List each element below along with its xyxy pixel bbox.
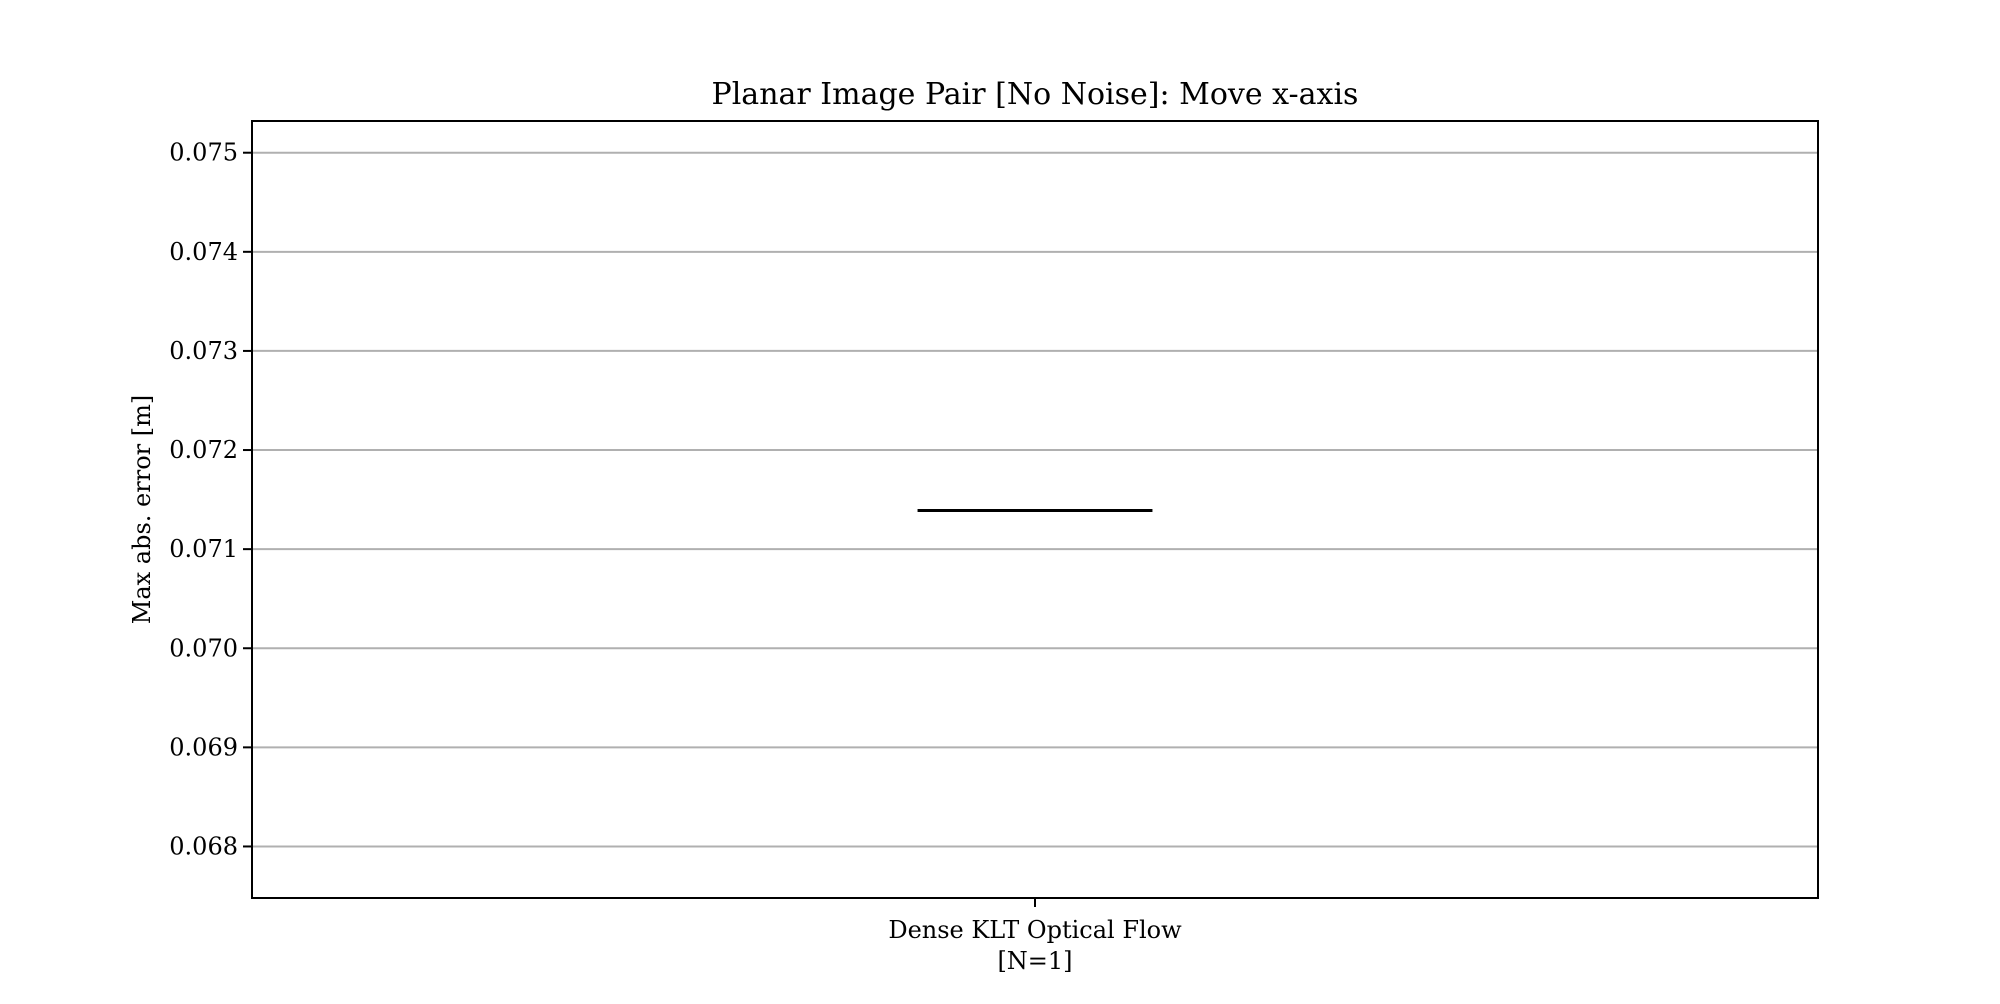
y-tick-label: 0.070 <box>169 634 238 662</box>
grid-layer <box>252 151 1818 848</box>
y-tick-label: 0.073 <box>169 337 238 365</box>
y-tick-label: 0.075 <box>169 139 238 167</box>
y-tick-label: 0.074 <box>169 238 238 266</box>
y-tick-label: 0.072 <box>169 436 238 464</box>
y-tick-label: 0.068 <box>169 832 238 860</box>
x-tick-label: Dense KLT Optical Flow <box>888 916 1182 944</box>
chart-title: Planar Image Pair [No Noise]: Move x-axi… <box>712 77 1359 112</box>
y-tick-label: 0.069 <box>169 733 238 761</box>
y-tick-label: 0.071 <box>169 535 238 563</box>
x-tick-sublabel: [N=1] <box>997 947 1072 975</box>
ticks-layer: 0.068 0.069 0.070 0.071 0.072 0.073 0.074 0.075… <box>169 139 1182 975</box>
y-axis-label: Max abs. error [m] <box>128 395 156 624</box>
